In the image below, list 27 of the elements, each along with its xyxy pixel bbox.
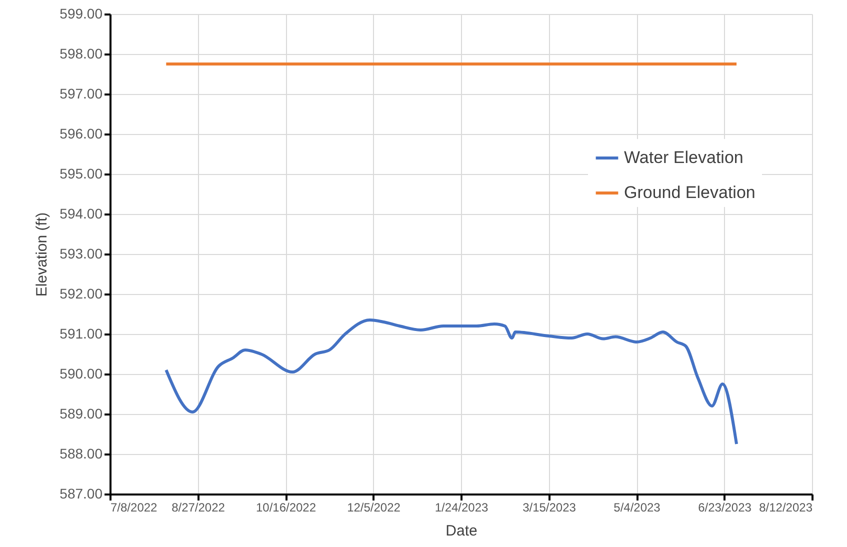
y-tick-label: 599.00 [60,6,103,22]
y-tick-label: 591.00 [60,326,103,342]
x-tick-label: 1/24/2023 [434,500,489,514]
y-tick-label: 587.00 [60,486,103,502]
x-tick-label: 5/4/2023 [614,500,661,514]
x-tick-label: 6/23/2023 [698,500,752,514]
x-tick-label: 3/15/2023 [522,500,576,514]
y-tick-label: 590.00 [60,366,103,382]
y-tick-label: 597.00 [60,86,103,102]
line-series [164,318,738,446]
y-tick-label: 589.00 [60,406,103,422]
y-tick-label: 598.00 [60,46,103,62]
y-tick-label: 596.00 [60,126,103,142]
y-axis-title: Elevation (ft) [34,212,51,297]
y-tick-label: 593.00 [60,246,103,262]
x-tick-label: 7/8/2022 [110,500,158,514]
legend-label: Ground Elevation [624,183,756,202]
x-axis-title: Date [446,522,478,540]
x-tick-label: 10/16/2022 [256,500,316,514]
x-tick-label: 12/5/2022 [347,500,401,514]
x-tick-label: 8/12/2023 [759,500,813,514]
x-tick-label: 8/27/2022 [172,500,226,514]
y-tick-label: 588.00 [60,446,103,462]
y-tick-label: 592.00 [60,286,103,302]
y-tick-label: 595.00 [60,166,103,182]
legend-label: Water Elevation [624,148,744,167]
y-tick-label: 594.00 [60,206,103,222]
